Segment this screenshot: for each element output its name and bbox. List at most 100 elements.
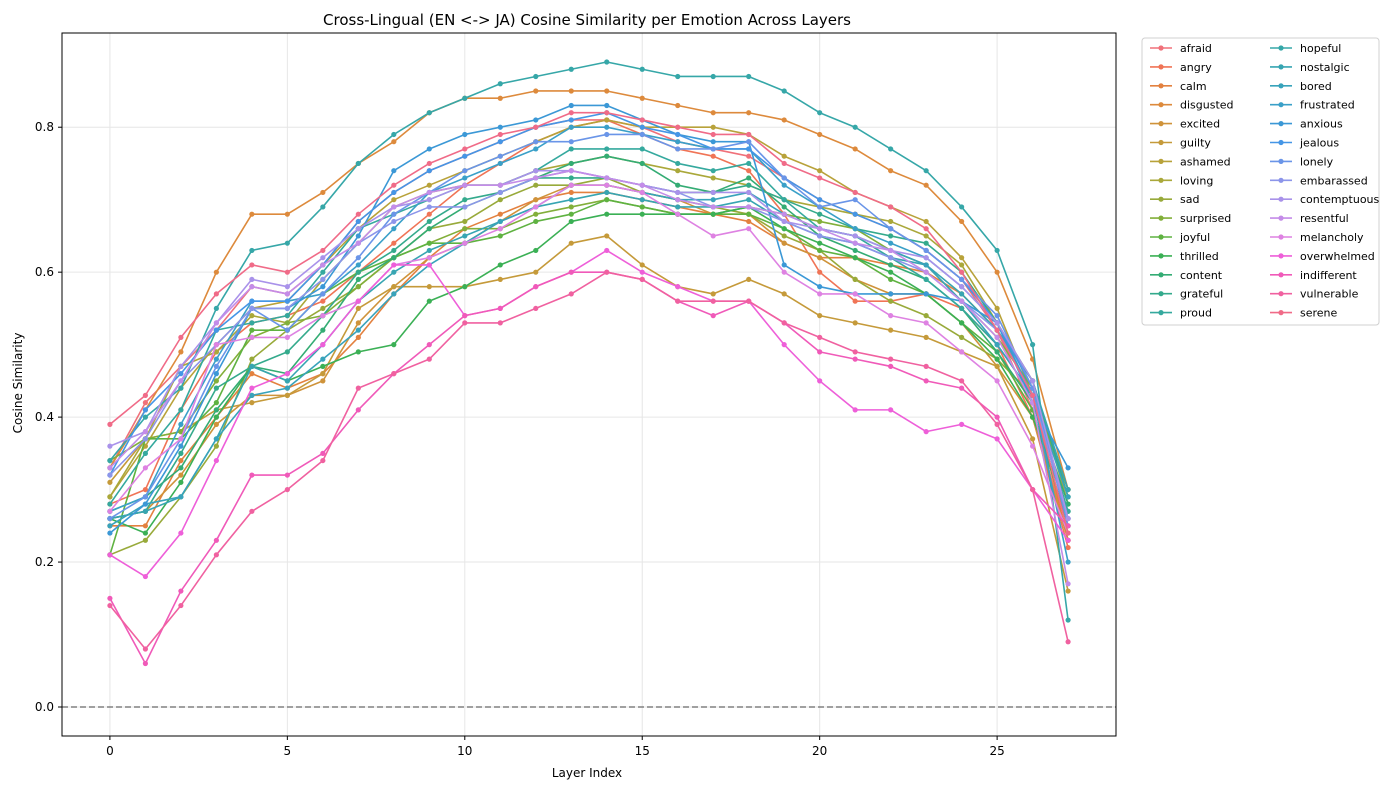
data-point-guilty: [391, 284, 397, 290]
data-point-excited: [178, 472, 184, 478]
data-point-frustrated: [355, 262, 361, 268]
data-point-anxious: [923, 291, 929, 297]
data-point-overwhelmed: [888, 407, 894, 413]
data-point-vulnerable: [959, 378, 965, 384]
data-point-calm: [178, 457, 184, 464]
data-point-excited: [355, 320, 361, 326]
data-point-hopeful: [320, 204, 326, 210]
data-point-loving: [675, 168, 681, 174]
legend-label-loving: loving: [1180, 174, 1213, 187]
data-point-disgusted: [568, 88, 574, 94]
data-point-hopeful: [426, 110, 432, 116]
data-point-contemptuous: [923, 255, 929, 261]
data-point-guilty: [604, 233, 610, 239]
data-point-anxious: [1065, 465, 1071, 471]
data-point-nostalgic: [426, 247, 432, 254]
data-point-lonely: [320, 291, 326, 297]
data-point-vulnerable: [888, 356, 894, 362]
legend-marker-contemptuous: [1278, 196, 1284, 202]
data-point-guilty: [923, 334, 929, 340]
data-point-content: [639, 160, 645, 167]
series-thrilled: [107, 204, 1071, 536]
x-tick-label: 0: [106, 744, 114, 758]
plot-area: 0 5 10 15 20 25 0.0 0.2 0.4 0.6 0.8: [35, 32, 1117, 758]
data-point-serene: [533, 124, 539, 130]
data-point-indifferent: [959, 385, 965, 391]
data-point-disgusted: [249, 211, 255, 217]
data-point-melancholy: [994, 378, 1000, 384]
data-point-proud: [746, 160, 752, 167]
data-point-frustrated: [852, 226, 858, 232]
x-tick-label: 15: [635, 744, 650, 758]
data-point-overwhelmed: [355, 298, 361, 304]
data-point-joyful: [639, 204, 645, 210]
data-point-serene: [107, 421, 113, 427]
data-point-nostalgic: [959, 291, 965, 297]
data-point-frustrated: [497, 160, 503, 167]
data-point-hopeful: [213, 305, 219, 312]
data-point-contemptuous: [959, 284, 965, 290]
data-point-indifferent: [533, 284, 539, 290]
data-point-thrilled: [852, 255, 858, 261]
data-point-resentful: [923, 269, 929, 275]
data-point-proud: [142, 450, 148, 456]
data-point-thrilled: [320, 363, 326, 369]
data-point-embarassed: [142, 436, 148, 442]
data-point-hopeful: [746, 73, 752, 80]
data-point-indifferent: [213, 537, 219, 543]
data-point-lonely: [462, 168, 468, 174]
data-point-calm: [355, 334, 361, 340]
data-point-indifferent: [888, 363, 894, 369]
data-point-lonely: [923, 247, 929, 254]
data-point-thrilled: [1030, 414, 1036, 420]
legend-marker-resentful: [1278, 215, 1284, 221]
data-point-melancholy: [249, 334, 255, 340]
data-point-content: [355, 276, 361, 283]
data-point-calm: [142, 523, 148, 529]
data-point-resentful: [426, 189, 432, 196]
legend-label-guilty: guilty: [1180, 137, 1211, 150]
data-point-vulnerable: [355, 385, 361, 391]
data-point-content: [675, 182, 681, 188]
legend-marker-melancholy: [1278, 234, 1284, 240]
legend-marker-guilty: [1158, 139, 1164, 146]
data-point-vulnerable: [781, 320, 787, 326]
data-point-indifferent: [710, 313, 716, 319]
legend-marker-lonely: [1278, 158, 1284, 164]
data-point-serene: [746, 131, 752, 138]
data-point-indifferent: [994, 414, 1000, 420]
data-point-disgusted: [710, 110, 716, 116]
data-point-melancholy: [320, 313, 326, 319]
data-point-thrilled: [391, 342, 397, 348]
data-point-frustrated: [604, 124, 610, 130]
series-line-guilty: [109, 235, 1069, 592]
data-point-loving: [959, 262, 965, 268]
data-point-resentful: [107, 465, 113, 471]
data-point-indifferent: [142, 660, 148, 667]
data-point-thrilled: [142, 530, 148, 536]
data-point-content: [888, 262, 894, 268]
series-frustrated: [107, 124, 1071, 565]
data-point-proud: [284, 313, 290, 319]
series-line-melancholy: [109, 184, 1069, 534]
legend-label-content: content: [1180, 269, 1223, 282]
data-point-vulnerable: [213, 552, 219, 558]
data-point-lonely: [888, 226, 894, 232]
data-point-jealous: [355, 218, 361, 225]
data-point-overwhelmed: [817, 378, 823, 384]
data-point-contemptuous: [533, 168, 539, 174]
data-point-serene: [923, 226, 929, 232]
data-point-serene: [888, 204, 894, 210]
data-point-serene: [284, 269, 290, 275]
data-point-lonely: [604, 131, 610, 138]
data-point-proud: [675, 160, 681, 167]
data-point-vulnerable: [249, 508, 255, 514]
data-point-content: [994, 349, 1000, 355]
data-point-sad: [852, 276, 858, 283]
y-tick-label: 0.0: [35, 700, 54, 714]
data-point-nostalgic: [604, 189, 610, 196]
data-point-loving: [213, 349, 219, 355]
data-point-grateful: [426, 218, 432, 225]
data-point-jealous: [675, 131, 681, 138]
data-point-embarassed: [391, 218, 397, 225]
